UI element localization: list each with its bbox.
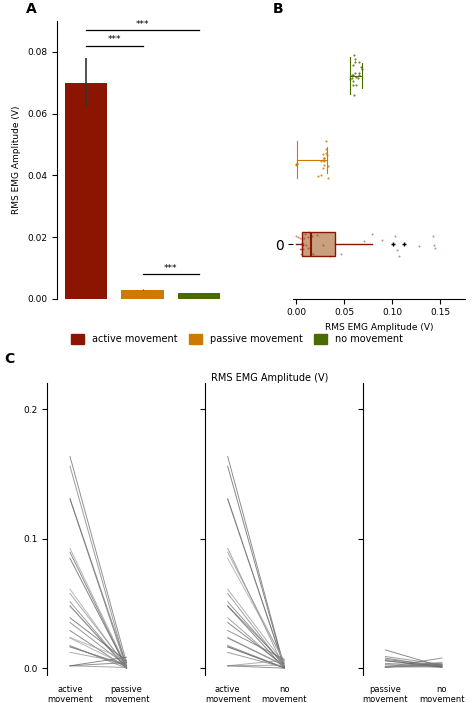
Point xyxy=(297,248,305,259)
Point xyxy=(326,250,334,262)
Point xyxy=(353,71,360,82)
Point xyxy=(351,56,358,67)
Point xyxy=(322,143,330,155)
Point xyxy=(351,53,359,65)
Bar xyxy=(178,292,220,299)
Point xyxy=(323,148,330,159)
Point xyxy=(324,172,331,183)
Point xyxy=(299,233,306,245)
Point xyxy=(319,148,327,160)
Point xyxy=(320,160,328,171)
Point xyxy=(349,70,357,81)
Point xyxy=(293,157,301,169)
Point xyxy=(314,171,322,182)
Point xyxy=(319,154,327,165)
Point xyxy=(349,75,357,86)
Point xyxy=(391,231,399,242)
Text: C: C xyxy=(5,352,15,366)
Y-axis label: RMS EMG Amplitude (V): RMS EMG Amplitude (V) xyxy=(12,105,21,214)
Point xyxy=(292,159,300,170)
Point xyxy=(308,231,316,242)
Point xyxy=(299,240,306,252)
Point xyxy=(361,236,368,247)
Point xyxy=(307,247,315,259)
Point xyxy=(302,240,310,251)
Point xyxy=(349,60,356,71)
Point xyxy=(357,61,365,72)
Point xyxy=(320,153,328,164)
Point xyxy=(378,234,385,245)
Point xyxy=(299,239,307,250)
Legend: active movement, passive movement, no movement: active movement, passive movement, no mo… xyxy=(72,334,402,344)
Point xyxy=(355,73,362,84)
Text: ***: *** xyxy=(108,35,121,44)
Point xyxy=(352,79,360,90)
Point xyxy=(429,230,437,241)
Point xyxy=(293,158,301,169)
Point xyxy=(313,229,321,240)
Point xyxy=(350,90,358,101)
Point xyxy=(323,149,330,160)
Point xyxy=(300,233,308,244)
Point xyxy=(300,244,307,255)
X-axis label: RMS EMG Amplitude (V): RMS EMG Amplitude (V) xyxy=(325,323,433,332)
Point xyxy=(355,56,363,67)
Point xyxy=(301,228,309,239)
Text: A: A xyxy=(26,2,37,15)
Point xyxy=(355,70,363,81)
Point xyxy=(320,153,328,164)
Text: ***: *** xyxy=(136,20,149,29)
Point xyxy=(306,226,313,238)
Point xyxy=(368,228,375,240)
Point xyxy=(319,240,327,251)
Point xyxy=(305,243,312,254)
Point xyxy=(322,136,330,147)
Point xyxy=(317,156,325,167)
Point xyxy=(292,158,300,169)
Point xyxy=(393,245,401,256)
Point xyxy=(337,248,345,259)
Point xyxy=(348,69,356,80)
Point xyxy=(317,169,325,181)
Point xyxy=(346,74,354,85)
Point xyxy=(350,49,358,60)
Point xyxy=(292,231,300,242)
Point xyxy=(309,248,317,259)
Point xyxy=(296,232,304,243)
Point xyxy=(395,251,402,262)
Text: ***: *** xyxy=(164,264,178,273)
Point xyxy=(432,243,439,254)
Text: B: B xyxy=(273,2,283,15)
Point xyxy=(324,160,331,172)
Point xyxy=(348,72,356,83)
Point xyxy=(297,244,304,255)
Point xyxy=(358,63,366,75)
Point xyxy=(415,240,422,252)
Point xyxy=(295,231,302,243)
Point xyxy=(349,79,357,91)
Point xyxy=(320,155,328,167)
Point xyxy=(430,239,438,250)
Point xyxy=(304,231,311,243)
Point xyxy=(356,67,363,79)
Point xyxy=(299,240,306,251)
PathPatch shape xyxy=(302,232,336,256)
Point xyxy=(319,163,327,174)
Point xyxy=(299,238,306,249)
Point xyxy=(351,67,359,79)
Text: RMS EMG Amplitude (V): RMS EMG Amplitude (V) xyxy=(211,373,329,383)
Bar xyxy=(64,83,107,299)
Bar xyxy=(121,290,164,299)
Point xyxy=(298,243,305,254)
